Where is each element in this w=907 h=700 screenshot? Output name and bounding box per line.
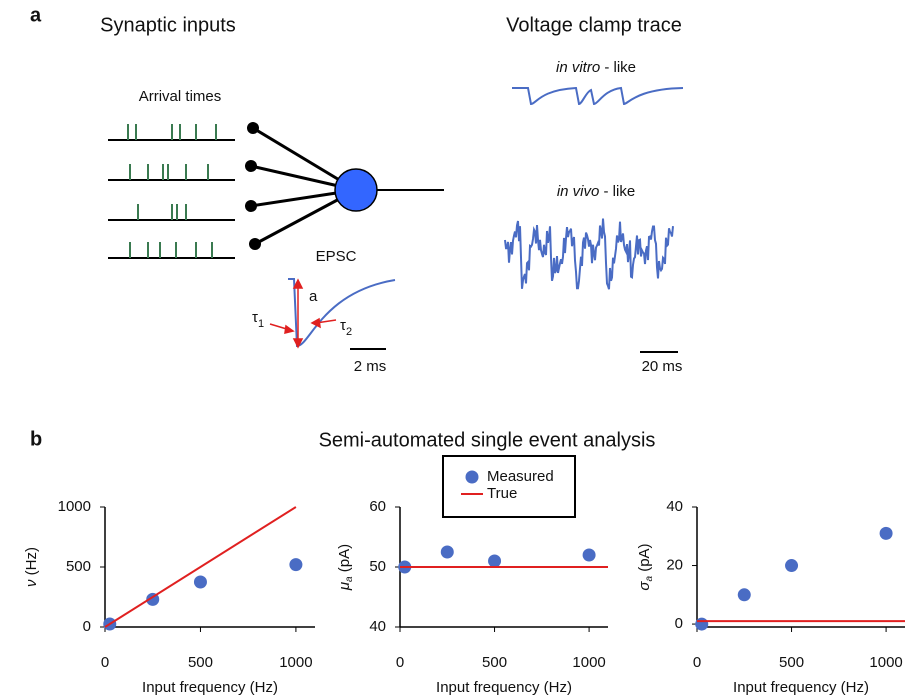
legend-label: True bbox=[487, 485, 517, 502]
unit: (pA) bbox=[636, 543, 653, 576]
x-tick-label: 1000 bbox=[572, 654, 605, 671]
trace-title: in vitro - like bbox=[556, 59, 636, 76]
x-tick-label: 500 bbox=[779, 654, 804, 671]
panel-label: a bbox=[30, 4, 42, 26]
symbol: ν bbox=[23, 579, 40, 587]
true-line bbox=[104, 506, 297, 628]
y-tick-label: 0 bbox=[83, 618, 91, 635]
point bbox=[488, 554, 502, 568]
y-tick-label: 50 bbox=[369, 558, 386, 575]
raster bbox=[108, 124, 235, 259]
y-tick-label: 0 bbox=[675, 615, 683, 632]
synapse-dots bbox=[245, 122, 261, 250]
point bbox=[289, 558, 303, 572]
italic: in vivo bbox=[557, 183, 600, 200]
symbol: τ bbox=[252, 309, 258, 326]
x-tick-label: 0 bbox=[396, 654, 404, 671]
y-tick-label: 40 bbox=[369, 618, 386, 635]
in-vitro-trace bbox=[512, 86, 684, 106]
point bbox=[695, 617, 709, 631]
point bbox=[440, 545, 454, 559]
panel-title: Voltage clamp trace bbox=[506, 14, 682, 36]
x-tick-label: 0 bbox=[101, 654, 109, 671]
italic: in vitro bbox=[556, 59, 600, 76]
legend-swatch bbox=[465, 470, 479, 484]
rest: - like bbox=[600, 59, 636, 76]
point bbox=[582, 548, 596, 562]
symbol: μ bbox=[336, 582, 353, 591]
x-axis-label: Input frequency (Hz) bbox=[436, 679, 572, 696]
epsc-trace bbox=[288, 278, 396, 348]
legend-label: Measured bbox=[487, 468, 554, 485]
y-tick-label: 60 bbox=[369, 498, 386, 515]
y-tick-label: 40 bbox=[666, 498, 683, 515]
point bbox=[879, 526, 893, 540]
symbol: σ bbox=[636, 581, 653, 591]
epsc-arrows bbox=[269, 278, 337, 349]
x-tick-label: 500 bbox=[188, 654, 213, 671]
legend-box bbox=[442, 455, 576, 518]
subscript: a bbox=[644, 576, 655, 582]
y-axis-label: σa (pA) bbox=[636, 543, 655, 590]
y-axis-label: μa (pA) bbox=[336, 544, 355, 591]
x-axis-label: Input frequency (Hz) bbox=[142, 679, 278, 696]
y-axis-label: ν (Hz) bbox=[23, 547, 40, 587]
tau-label: τ1 bbox=[252, 309, 264, 330]
unit: (pA) bbox=[336, 544, 353, 577]
epsc-title: EPSC bbox=[316, 248, 357, 265]
point bbox=[737, 588, 751, 602]
chart: 0 500 1000 40 50 60 Input frequency (Hz) μa (pA… bbox=[336, 455, 608, 696]
rest: - like bbox=[599, 183, 635, 200]
chart: 0 500 1000 0 20 40 Input frequency (Hz) σa (pA) bbox=[636, 498, 905, 696]
x-tick-label: 0 bbox=[693, 654, 701, 671]
y-tick-label: 20 bbox=[666, 557, 683, 574]
x-tick-label: 500 bbox=[482, 654, 507, 671]
scale-label: 2 ms bbox=[354, 358, 387, 375]
tau-label: τ2 bbox=[340, 317, 352, 338]
point bbox=[193, 575, 207, 589]
neuron bbox=[334, 168, 378, 212]
subscript: 1 bbox=[258, 318, 264, 330]
y-tick-label: 500 bbox=[66, 558, 91, 575]
panel-title: Semi-automated single event analysis bbox=[319, 429, 656, 451]
panel-title: Synaptic inputs bbox=[100, 14, 236, 36]
unit: (Hz) bbox=[23, 547, 40, 580]
y-tick-label: 1000 bbox=[58, 498, 91, 515]
point bbox=[785, 559, 799, 573]
x-tick-label: 1000 bbox=[279, 654, 312, 671]
in-vivo-trace bbox=[504, 218, 674, 290]
point bbox=[146, 592, 160, 606]
trace-title: in vivo - like bbox=[557, 183, 635, 200]
x-axis-label: Input frequency (Hz) bbox=[733, 679, 869, 696]
amplitude-label: a bbox=[309, 288, 318, 305]
panel-label: b bbox=[30, 428, 42, 450]
scale-label: 20 ms bbox=[642, 358, 683, 375]
subscript: 2 bbox=[346, 326, 352, 338]
symbol: τ bbox=[340, 317, 346, 334]
raster-title: Arrival times bbox=[139, 88, 222, 105]
x-tick-label: 1000 bbox=[869, 654, 902, 671]
subscript: a bbox=[344, 576, 355, 582]
